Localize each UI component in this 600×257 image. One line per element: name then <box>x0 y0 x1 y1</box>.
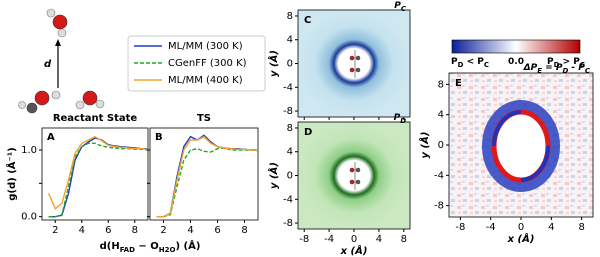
panel-letter: E <box>455 78 462 89</box>
colorbar-label-part: D <box>458 61 464 69</box>
y-axis-label: y (Å) <box>418 132 431 159</box>
molecule-center <box>349 50 361 190</box>
colorbar-label: PD > PC <box>547 57 585 70</box>
x-axis-label-part: H2O <box>159 246 176 254</box>
x-tick-label: -8 <box>299 234 309 245</box>
panel-title-part: C <box>585 67 591 75</box>
colorbar-label: PD < PC <box>451 57 489 70</box>
x-axis-label: d(HFAD − OH2O) (Å) <box>100 239 201 254</box>
y-tick-label: 0 <box>287 171 293 182</box>
colorbar-label-part: P <box>451 57 458 67</box>
y-tick-label: -4 <box>434 170 444 181</box>
difference-ring <box>482 100 560 192</box>
x-tick-label: 2 <box>160 225 166 236</box>
series-line <box>47 135 149 210</box>
y-axis-label: y (Å) <box>267 50 280 77</box>
colorbar-label-part: > P <box>559 57 580 67</box>
panel-title-part: P <box>394 113 401 123</box>
y-tick-label: 8 <box>438 79 444 90</box>
x-tick-label: 0 <box>518 222 524 233</box>
y-tick-label: 8 <box>287 11 293 22</box>
x-tick-label: -4 <box>486 222 496 233</box>
x-tick-label: 8 <box>578 222 584 233</box>
y-tick-label: 8 <box>287 123 293 134</box>
colorbar-label-part: 0.0 <box>508 57 524 67</box>
y-tick-label: 0.0 <box>21 212 37 223</box>
panel-title-part: ΔP <box>523 63 538 73</box>
legend-label: ML/MM (400 K) <box>168 75 243 86</box>
colorbar-label-part: C <box>580 61 585 69</box>
heatmap-image <box>298 122 410 229</box>
series-line <box>48 142 149 218</box>
x-tick-label: 4 <box>79 225 85 236</box>
colorbar-label-part: P <box>547 57 554 67</box>
x-axis-label-part: − O <box>135 241 159 252</box>
y-tick-label: -8 <box>283 218 293 229</box>
y-tick-label: 4 <box>438 110 444 121</box>
panel-title-part: E <box>537 67 542 75</box>
molecule-illustration <box>18 8 105 114</box>
x-axis-label-part: FAD <box>120 246 135 254</box>
panel-title: PC <box>394 1 407 14</box>
panel-title: ΔPE = PD - PC <box>523 63 591 76</box>
x-tick-label: 6 <box>214 225 220 236</box>
colorbar-label-part: C <box>484 61 489 69</box>
panel-letter: B <box>155 132 163 143</box>
y-axis-label: y (Å) <box>267 162 280 189</box>
panel-title: TS <box>197 113 211 124</box>
x-axis-label: x (Å) <box>340 244 368 257</box>
y-tick-label: 4 <box>287 35 293 46</box>
plot-frame <box>149 127 259 221</box>
heatmap-image <box>298 10 410 117</box>
y-tick-label: -4 <box>283 194 293 205</box>
y-tick-label: -8 <box>434 201 444 212</box>
y-tick-label: 4 <box>287 147 293 158</box>
x-tick-label: 8 <box>401 234 407 245</box>
panel-title-part: C <box>401 5 407 13</box>
x-tick-label: 4 <box>376 234 382 245</box>
panel-title-part: - P <box>568 63 585 73</box>
x-axis-label-part: ) (Å) <box>175 239 200 252</box>
y-tick-label: 0 <box>287 59 293 70</box>
panel-letter: C <box>304 15 311 26</box>
x-tick-label: 0 <box>351 234 357 245</box>
panel-letter: D <box>304 127 312 138</box>
y-tick-label: -8 <box>283 106 293 117</box>
colorbar-label-part: < P <box>463 57 484 67</box>
panel-title-part: D <box>400 117 406 125</box>
panel-title: PD <box>394 113 407 126</box>
panel-letter: A <box>47 132 55 143</box>
x-tick-label: -8 <box>455 222 465 233</box>
legend-label: ML/MM (300 K) <box>168 41 243 52</box>
x-tick-label: -4 <box>324 234 334 245</box>
x-tick-label: 6 <box>105 225 111 236</box>
x-tick-label: 4 <box>187 225 193 236</box>
panel-title-part: P <box>394 1 401 11</box>
panel-title-part: = P <box>542 63 563 73</box>
y-tick-label: 1.0 <box>21 145 37 156</box>
x-tick-label: 4 <box>548 222 554 233</box>
y-tick-label: -4 <box>283 82 293 93</box>
colorbar <box>451 39 581 54</box>
x-tick-label: 8 <box>132 225 138 236</box>
x-axis-label: x (Å) <box>507 232 535 245</box>
x-axis-label-part: d(H <box>100 241 120 252</box>
legend-label: CGenFF (300 K) <box>168 58 247 69</box>
x-tick-label: 8 <box>241 225 247 236</box>
colorbar-label-part: D <box>554 61 560 69</box>
x-tick-label: 2 <box>52 225 58 236</box>
colorbar-label: 0.0 <box>508 57 524 67</box>
legend-frame <box>127 35 266 92</box>
panel-title: Reactant State <box>53 113 138 124</box>
series-line <box>156 135 258 218</box>
y-axis-label: g(d) (Å⁻¹) <box>5 147 18 200</box>
y-tick-label: 0 <box>438 140 444 151</box>
plot-frame <box>41 127 149 221</box>
distance-label: d <box>44 59 52 70</box>
panel-title-part: D <box>562 67 568 75</box>
